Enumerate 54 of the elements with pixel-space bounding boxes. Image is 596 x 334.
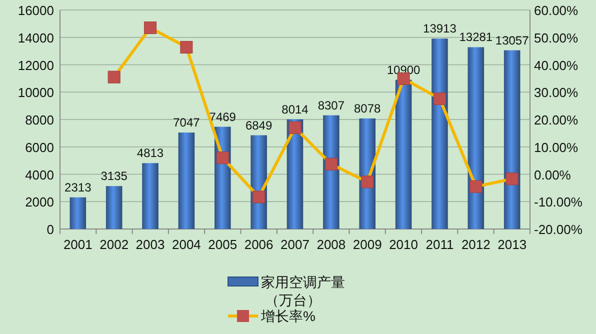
x-tick-label: 2007: [280, 237, 310, 252]
legend-label: 家用空调产量（万台）: [261, 274, 345, 308]
bar: [142, 163, 158, 229]
data-label: 13913: [423, 22, 457, 36]
x-tick-label: 2003: [136, 237, 165, 252]
x-tick-label: 2006: [244, 237, 274, 252]
x-tick-label: 2002: [100, 237, 129, 252]
y-tick-label: 4000: [25, 167, 54, 182]
x-tick-label: 2013: [498, 237, 527, 252]
bar: [178, 132, 195, 229]
x-tick-label: 2005: [208, 237, 238, 252]
y2-tick-label: 0.00%: [534, 167, 572, 182]
bar: [504, 50, 520, 229]
y2-tick-label: 60.00%: [534, 3, 579, 18]
bar: [432, 38, 448, 229]
bar: [106, 186, 122, 229]
data-label: 6849: [245, 118, 272, 132]
y-tick-label: 14000: [18, 30, 54, 46]
bar: [395, 80, 412, 229]
y-tick-label: 8000: [25, 112, 54, 128]
y-tick-label: 2000: [25, 194, 54, 210]
y2-tick-label: -20.00%: [534, 222, 583, 237]
y-tick-label: 0: [46, 222, 54, 237]
data-label: 10900: [386, 62, 421, 77]
data-label: 3135: [100, 169, 128, 184]
data-label: 2313: [64, 180, 92, 194]
y-tick-label: 16000: [18, 3, 54, 18]
x-tick-label: 2008: [316, 237, 346, 252]
x-tick-label: 2011: [426, 237, 454, 252]
x-tick-label: 2010: [389, 237, 418, 252]
y-tick-label: 12000: [18, 58, 54, 73]
data-label: 7047: [173, 116, 200, 130]
y-tick-label: 6000: [25, 140, 54, 155]
x-tick-label: 2012: [461, 237, 490, 252]
bar: [323, 115, 340, 229]
y2-tick-label: 50.00%: [534, 30, 579, 46]
bar: [70, 197, 86, 229]
data-label: 4813: [136, 146, 164, 160]
y-tick-label: 10000: [18, 85, 54, 100]
y2-tick-label: -10.00%: [534, 194, 583, 210]
y2-tick-label: 40.00%: [534, 58, 579, 73]
data-label: 8307: [318, 98, 345, 112]
y2-tick-label: 20.00%: [534, 112, 579, 128]
x-tick-label: 2004: [172, 237, 201, 252]
x-tick-label: 2001: [63, 237, 92, 252]
y2-tick-label: 10.00%: [534, 140, 579, 155]
data-label: 8014: [282, 102, 309, 116]
data-label: 13281: [459, 30, 493, 44]
y2-tick-label: 30.00%: [534, 85, 579, 100]
bar: [468, 47, 484, 229]
data-label: 8078: [354, 101, 382, 116]
legend-label: 增长率%: [260, 308, 316, 324]
data-label: 13057: [495, 33, 530, 48]
x-tick-label: 2009: [352, 237, 382, 252]
